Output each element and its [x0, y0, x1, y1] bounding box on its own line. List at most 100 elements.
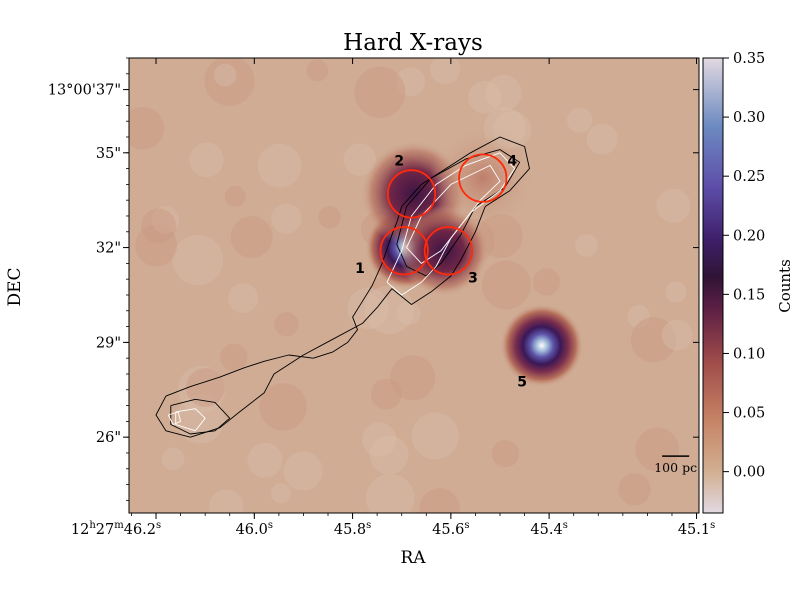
noise-blob: [247, 442, 283, 478]
noise-blob: [419, 488, 460, 513]
noise-blob: [656, 188, 691, 223]
source-5-emission: [500, 303, 584, 388]
colorbar-ticks: 0.35 0.30 0.25 0.20 0.15 0.10 0.05 0.00: [723, 51, 765, 481]
colorbar-tick-label: 0.25: [733, 169, 765, 185]
noise-blob: [172, 234, 224, 286]
x-axis-label: RA: [400, 548, 426, 568]
noise-blob: [213, 63, 237, 87]
noise-blob: [370, 378, 402, 410]
x-tick-label: 46.0s: [236, 520, 273, 538]
noise-blob: [141, 208, 176, 244]
noise-blob: [306, 59, 329, 82]
noise-blob: [220, 343, 248, 371]
y-tick-label: 29": [96, 335, 121, 351]
noise-blob: [661, 319, 693, 351]
colorbar: 0.35 0.30 0.25 0.20 0.15 0.10 0.05 0.00 Counts: [702, 51, 794, 514]
contour-white-outer: [386, 152, 516, 296]
noise-blob: [259, 383, 307, 431]
scale-bar: 100 pc: [654, 455, 697, 475]
noise-blob: [230, 216, 273, 259]
noise-blob: [485, 74, 522, 111]
x-tick-label: 12h27m46.2s: [71, 520, 161, 538]
noise-blob: [129, 106, 165, 150]
region-4-circle: [458, 153, 508, 203]
colorbar-tick-label: 0.30: [733, 110, 765, 126]
contour-black-outer: [155, 136, 530, 438]
noise-blob: [177, 365, 226, 414]
noise-blob: [361, 422, 397, 457]
noise-blob: [366, 473, 415, 513]
plot-frame: [128, 57, 700, 514]
scale-bar-label: 100 pc: [654, 460, 697, 475]
noise-blob: [369, 435, 409, 475]
noise-blob: [208, 489, 244, 513]
noise-blob: [575, 234, 598, 257]
noise-blob: [151, 206, 180, 234]
plot-area: 1 2 3 4 5 100 pc: [128, 57, 700, 514]
radio-contours: [155, 136, 530, 438]
colorbar-tick-label: 0.15: [733, 287, 765, 303]
colorbar-tick-label: 0.05: [733, 406, 765, 422]
contour-white-inner: [406, 164, 501, 264]
noise-blob: [224, 185, 246, 207]
y-axis-label: DEC: [5, 267, 25, 306]
noise-blob: [364, 285, 414, 335]
y-tick-label: 26": [96, 430, 121, 446]
colorbar-gradient: [702, 57, 724, 514]
chart-title: Hard X-rays: [343, 30, 483, 56]
noise-blob: [270, 483, 292, 504]
noise-blob: [274, 312, 299, 337]
contour-white-left: [175, 408, 206, 432]
noise-blob: [135, 224, 178, 267]
source-label-4: 4: [507, 153, 517, 169]
contour-black-left: [170, 398, 231, 435]
source-4-emission: [429, 124, 536, 232]
colorbar-tick-label: 0.00: [733, 465, 765, 481]
noise-blob: [566, 107, 593, 133]
noise-blob: [354, 66, 406, 118]
region-1-circle: [379, 226, 429, 276]
colorbar-tick-label: 0.35: [733, 51, 765, 67]
source-label-2: 2: [394, 153, 404, 169]
noise-blob: [665, 281, 687, 303]
noise-blob: [635, 427, 680, 472]
noise-blob: [630, 317, 677, 363]
noise-blob: [189, 142, 224, 178]
noise-blob: [347, 287, 389, 330]
noise-blob: [396, 67, 426, 97]
colorbar-label: Counts: [776, 259, 794, 313]
noise-blob: [618, 473, 651, 506]
noise-blob: [468, 80, 502, 114]
x-tick-label: 45.6s: [432, 520, 469, 538]
x-tick-label: 45.8s: [334, 520, 371, 538]
colorbar-tick-label: 0.20: [733, 228, 765, 244]
noise-blob: [185, 367, 225, 407]
x-tick-label: 45.1s: [678, 520, 715, 538]
region-3-circle: [423, 226, 473, 276]
noise-blob: [257, 143, 302, 188]
contour-white-core: [167, 411, 182, 425]
noise-blob: [161, 447, 185, 471]
region-2-circle: [386, 169, 437, 219]
y-tick-label: 35": [96, 146, 121, 162]
colorbar-tick-label: 0.10: [733, 346, 765, 362]
noise-blob: [396, 301, 421, 326]
source-regions: [379, 153, 508, 276]
noise-blob: [481, 260, 531, 310]
source-labels: 1 2 3 4 5: [355, 153, 527, 390]
source-label-3: 3: [468, 270, 478, 286]
noise-blob: [318, 206, 341, 229]
xray-sources: [360, 124, 584, 388]
noise-blob: [228, 283, 259, 314]
noise-blob: [390, 355, 436, 401]
source-label-1: 1: [355, 261, 365, 277]
noise-blob: [204, 58, 255, 106]
source-label-5: 5: [517, 375, 527, 391]
background-noise: [129, 58, 693, 513]
noise-blob: [271, 203, 302, 234]
noise-blob: [491, 439, 520, 468]
x-axis: 12h27m46.2s 46.0s 45.8s 45.6s 45.4s 45.1s: [71, 58, 715, 538]
noise-blob: [429, 58, 461, 85]
x-tick-label: 45.4s: [530, 520, 567, 538]
